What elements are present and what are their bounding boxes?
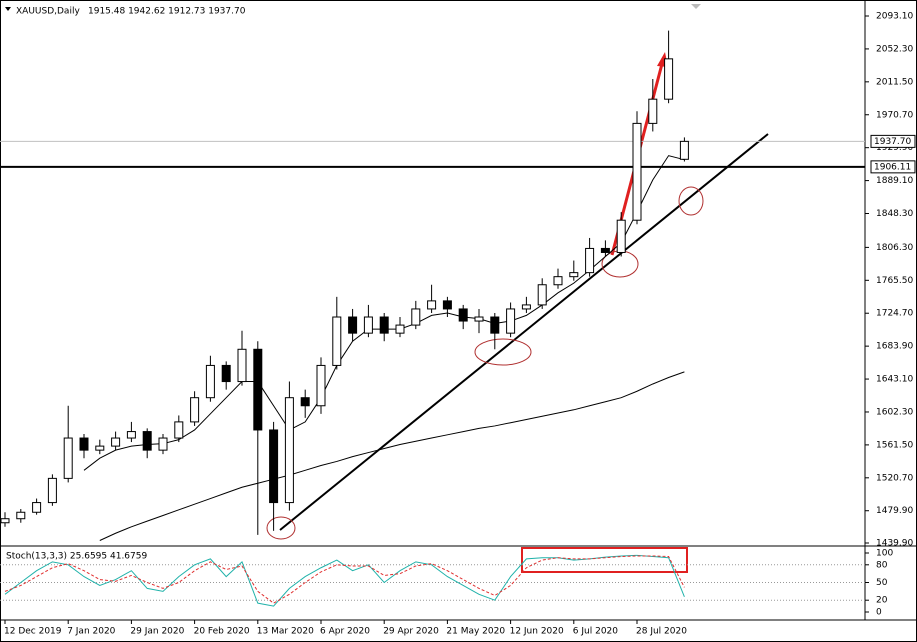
candle-body (537, 284, 547, 306)
y-tick-label: 1561.50 (876, 440, 913, 450)
candle-body (269, 429, 279, 504)
candle-body (379, 316, 389, 334)
y-tick-label: 1889.10 (876, 176, 913, 186)
ohlc-values: 1915.48 1942.62 1912.73 1937.70 (88, 7, 246, 17)
candle-body (585, 247, 595, 274)
y-tick-label: 1520.70 (876, 473, 913, 483)
candle-body (521, 304, 531, 310)
candle-body (205, 364, 215, 399)
candle-body (616, 219, 626, 253)
x-tick-label: 21 May 2020 (446, 627, 505, 637)
candle-body (237, 348, 247, 383)
candle-body (32, 502, 42, 513)
candle-body (506, 308, 516, 334)
candle-body (190, 397, 200, 423)
candle-body (332, 316, 342, 366)
stoch-tick-label: 50 (876, 578, 888, 588)
menu-arrow (5, 7, 11, 11)
y-tick-label: 1765.50 (876, 276, 913, 286)
x-tick-label: 13 Mar 2020 (257, 627, 314, 637)
stoch-tick-label: 80 (876, 560, 888, 570)
y-tick-label: 1602.30 (876, 407, 913, 417)
y-tick-label: 1479.90 (876, 506, 913, 516)
y-tick-label: 1806.30 (876, 243, 913, 253)
stoch-title: Stoch(13,3,3) 25.6595 41.6759 (6, 552, 147, 562)
candle-body (427, 300, 437, 310)
candle-body (411, 308, 421, 326)
candle-body (363, 316, 373, 334)
hline-label: 1906.11 (874, 162, 911, 172)
candle-body (600, 247, 610, 253)
candle-body (300, 397, 310, 407)
highlight-box (521, 547, 688, 573)
candle-body (142, 431, 152, 451)
candle-body (474, 316, 484, 322)
stoch-tick-label: 100 (876, 549, 893, 559)
candle-body (253, 348, 263, 431)
x-tick-label: 29 Apr 2020 (383, 627, 439, 637)
candle-body (679, 140, 689, 160)
y-tick-label: 1683.90 (876, 342, 913, 352)
candle-body (284, 397, 294, 504)
trendline (279, 133, 769, 531)
candle-body (553, 276, 563, 286)
candle-body (458, 308, 468, 322)
y-tick-label: 1439.90 (876, 539, 913, 549)
price-tag-bg (870, 134, 916, 148)
symbol-title: XAUUSD,Daily (16, 7, 80, 17)
y-tick-label: 1970.70 (876, 110, 913, 120)
y-tick-label: 2011.50 (876, 77, 913, 87)
x-tick-label: 28 Jul 2020 (636, 627, 687, 637)
ellipse (266, 516, 296, 540)
x-tick-label: 7 Jan 2020 (67, 627, 115, 637)
x-tick-label: 12 Jun 2020 (510, 627, 564, 637)
stoch-tick-label: 20 (876, 596, 888, 606)
ellipse (678, 186, 704, 216)
candle-body (221, 364, 231, 383)
candle-body (632, 122, 642, 221)
moving-average (99, 371, 685, 541)
candle-body (47, 477, 57, 504)
y-tick-label: 2093.10 (876, 12, 913, 22)
price-tag-bg (870, 160, 916, 174)
candle-body (95, 445, 105, 451)
x-tick-label: 29 Jan 2020 (130, 627, 184, 637)
candle-body (442, 300, 452, 310)
candle-body (158, 437, 168, 451)
candle-body (490, 316, 500, 334)
x-tick-label: 12 Dec 2019 (4, 627, 62, 637)
candle-body (0, 518, 10, 524)
candle-body (111, 437, 121, 447)
stoch-tick-label: 0 (876, 608, 882, 618)
current-price-label: 1937.70 (874, 137, 911, 147)
x-tick-label: 20 Feb 2020 (194, 627, 250, 637)
stoch-signal (4, 555, 685, 604)
ellipse (474, 338, 532, 366)
candle-body (174, 421, 184, 439)
y-tick-label: 2052.30 (876, 44, 913, 54)
y-tick-label: 1643.10 (876, 375, 913, 385)
candle-body (569, 272, 579, 278)
y-tick-label: 1848.30 (876, 209, 913, 219)
candle-body (126, 431, 136, 439)
candle-body (395, 324, 405, 334)
x-tick-label: 6 Apr 2020 (320, 627, 370, 637)
x-tick-label: 6 Jul 2020 (573, 627, 618, 637)
y-tick-label: 1929.90 (876, 143, 913, 153)
candle-body (316, 364, 326, 407)
candle-body (79, 437, 89, 451)
candle-body (16, 511, 26, 520)
y-tick-label: 1724.70 (876, 309, 913, 319)
candle-body (63, 437, 73, 479)
candle-body (664, 58, 674, 100)
shift-marker (691, 4, 701, 9)
candle-body (648, 98, 658, 124)
candle-body (348, 316, 358, 334)
